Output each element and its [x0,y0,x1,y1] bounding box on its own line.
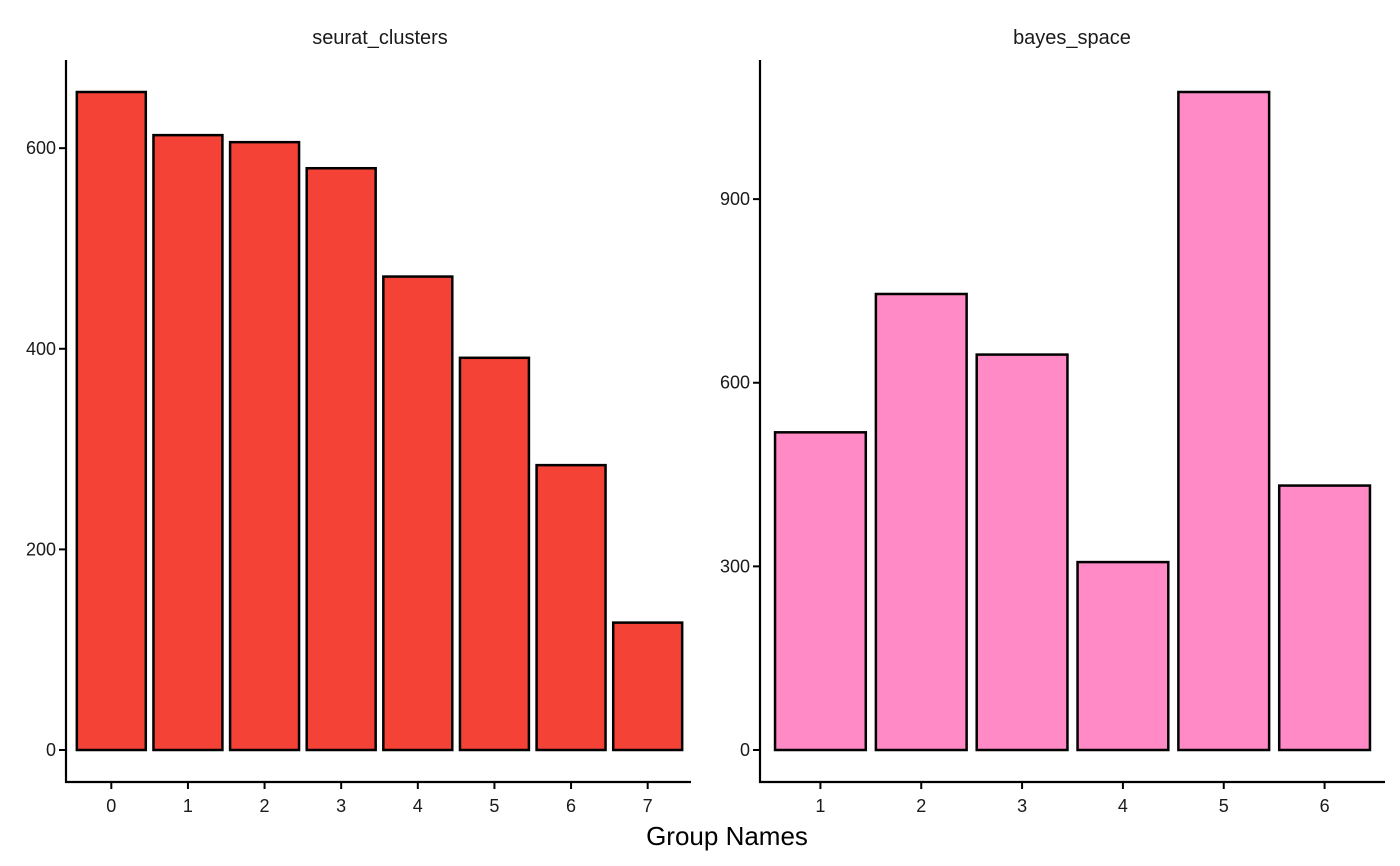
bar-0 [75,90,148,752]
bar-2 [874,292,968,752]
y-tick-label: 600 [26,138,56,158]
x-tick-label: 5 [1219,796,1229,816]
x-tick-label: 6 [566,796,576,816]
x-tick-label: 3 [336,796,346,816]
x-tick-label: 7 [643,796,653,816]
y-tick-label: 0 [46,740,56,760]
panel-seurat-clusters: seurat_clusters 0 200 400 600 0 1 2 3 4 5 6 7 [26,27,691,816]
y-tick-label: 200 [26,539,56,559]
bar-5 [1177,90,1271,752]
x-tick-label: 4 [1118,796,1128,816]
bar-3 [975,353,1069,752]
bar-4 [1076,560,1170,752]
bar-6 [535,463,607,752]
bar-3 [305,166,377,752]
x-tick-label: 5 [489,796,499,816]
bar-6 [1277,484,1372,752]
panel-title: seurat_clusters [312,27,448,49]
x-tick-label: 2 [916,796,926,816]
x-tick-label: 1 [183,796,193,816]
bar-1 [773,431,868,752]
y-tick-label: 900 [720,189,750,209]
y-tick-label: 400 [26,339,56,359]
y-tick-label: 300 [720,556,750,576]
x-tick-label: 3 [1017,796,1027,816]
x-tick-label: 6 [1320,796,1330,816]
panel-bayes-space: bayes_space 0 300 600 900 1 2 3 4 5 6 [720,27,1385,816]
bar-7 [611,621,684,752]
bar-5 [458,356,531,752]
x-tick-label: 4 [413,796,423,816]
bar-4 [382,275,454,752]
x-tick-label: 2 [260,796,270,816]
bar-2 [228,140,301,752]
bar-1 [152,133,224,752]
y-tick-label: 600 [720,373,750,393]
x-tick-label: 1 [815,796,825,816]
panel-title: bayes_space [1013,27,1131,49]
x-tick-label: 0 [106,796,116,816]
x-axis-title: Group Names [646,821,808,851]
y-tick-label: 0 [740,740,750,760]
